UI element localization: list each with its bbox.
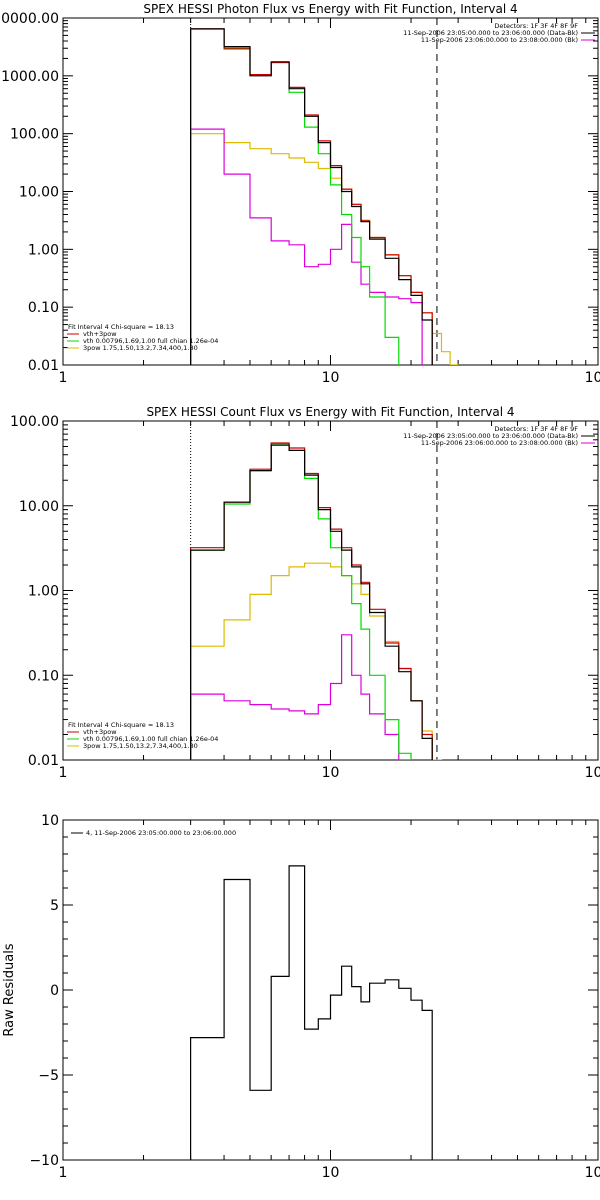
fit-legend: Fit Interval 4 Chi-square = 18.13vth+3po… (67, 721, 218, 750)
y-tick-label: 5 (50, 898, 59, 914)
x-ticks (62, 820, 599, 1160)
y-ticks (63, 424, 598, 761)
series-vth-3pow (190, 442, 433, 760)
plot-title: SPEX HESSI Count Flux vs Energy with Fit… (146, 405, 514, 419)
series-3pow (190, 562, 443, 760)
series-bk (190, 128, 423, 365)
y-tick-label: 1000.00 (1, 69, 59, 85)
fit-legend-line: vth 0.00796,1.69,1.00 full chian 1.26e-0… (83, 735, 218, 743)
series-data-bk (190, 28, 433, 365)
fit-legend-line: Fit Interval 4 Chi-square = 18.13 (68, 323, 174, 331)
y-tick-label: 10.00 (19, 185, 59, 201)
x-tick-label: 10 (322, 370, 340, 386)
residual-legend-label: 4, 11-Sep-2006 23:05:00.000 to 23:06:00.… (86, 829, 236, 837)
header-line: 11-Sep-2006 23:05:00.000 to 23:06:00.000… (403, 432, 578, 440)
y-tick-label: 0.10 (28, 300, 59, 316)
series-group (190, 442, 443, 760)
y-tick-label: −10 (29, 1153, 59, 1169)
x-tick-label: 100 (585, 765, 600, 781)
plot-frame (62, 420, 599, 761)
series-bk (190, 634, 412, 760)
x-ticks (62, 421, 599, 760)
series-vth-3pow (190, 28, 433, 365)
plot-1: SPEX HESSI Photon Flux vs Energy with Fi… (0, 2, 600, 386)
fit-legend-line: 3pow 1.75,1.50,13.2,7.34,400,1.80 (83, 742, 198, 750)
header-line: Detectors: 1F 3F 4F 8F 9F (494, 425, 578, 433)
plot-frame (62, 17, 599, 366)
series-group (190, 28, 459, 365)
fit-legend-line: vth+3pow (83, 330, 117, 338)
y-tick-label: 0.01 (28, 358, 59, 374)
header-line: Detectors: 1F 3F 4F 8F 9F (494, 22, 578, 30)
y-tick-label: 100.00 (10, 127, 59, 143)
fit-legend-line: Fit Interval 4 Chi-square = 18.13 (68, 721, 174, 729)
fit-legend-line: vth 0.00796,1.69,1.00 full chian 1.26e-0… (83, 337, 218, 345)
x-tick-label: 1 (59, 765, 68, 781)
y-tick-label: 0 (50, 983, 59, 999)
x-ticks (62, 18, 599, 365)
residual-legend: 4, 11-Sep-2006 23:05:00.000 to 23:06:00.… (71, 829, 236, 837)
plot-frame (62, 819, 599, 1161)
series-4-11-sep-2006-23-05-00-000-to-23-06-00-000 (190, 865, 433, 1160)
y-ticks (63, 819, 598, 1161)
x-tick-label: 1 (59, 370, 68, 386)
plot-3: 1 10 100 10 5 0 −5 −10 Raw Residuals 4, 11-Sep-20… (2, 813, 600, 1181)
fit-legend-line: vth+3pow (83, 728, 117, 736)
y-tick-label: 0.10 (28, 668, 59, 684)
series-data-bk (190, 444, 433, 760)
header-line: 11-Sep-2006 23:06:00.000 to 23:08:00.000… (421, 36, 578, 44)
y-tick-label: −5 (38, 1068, 59, 1084)
y-tick-label: 10 (41, 813, 59, 829)
x-tick-label: 100 (585, 370, 600, 386)
y-tick-label: 100.00 (10, 414, 59, 430)
y-axis-label: Raw Residuals (2, 943, 17, 1036)
series-vth (190, 443, 412, 760)
fit-legend: Fit Interval 4 Chi-square = 18.13vth+3po… (67, 323, 218, 352)
fit-legend-line: 3pow 1.75,1.50,13.2,7.34,400,1.80 (83, 344, 198, 352)
header-line: 11-Sep-2006 23:06:00.000 to 23:08:00.000… (421, 439, 578, 447)
y-ticks (63, 20, 598, 366)
x-tick-label: 1 (59, 1165, 68, 1181)
x-tick-label: 100 (585, 1165, 600, 1181)
header-line: 11-Sep-2006 23:05:00.000 to 23:06:00.000… (403, 29, 578, 37)
x-tick-label: 10 (322, 765, 340, 781)
plot-title: SPEX HESSI Photon Flux vs Energy with Fi… (143, 2, 517, 16)
series-group (190, 865, 433, 1160)
y-tick-label: 1.00 (28, 242, 59, 258)
x-tick-label: 10 (322, 1165, 340, 1181)
plot-2: SPEX HESSI Count Flux vs Energy with Fit… (10, 405, 600, 781)
y-tick-label: 0.01 (28, 753, 59, 769)
y-tick-label: 10.00 (19, 499, 59, 515)
y-tick-label: 1.00 (28, 584, 59, 600)
